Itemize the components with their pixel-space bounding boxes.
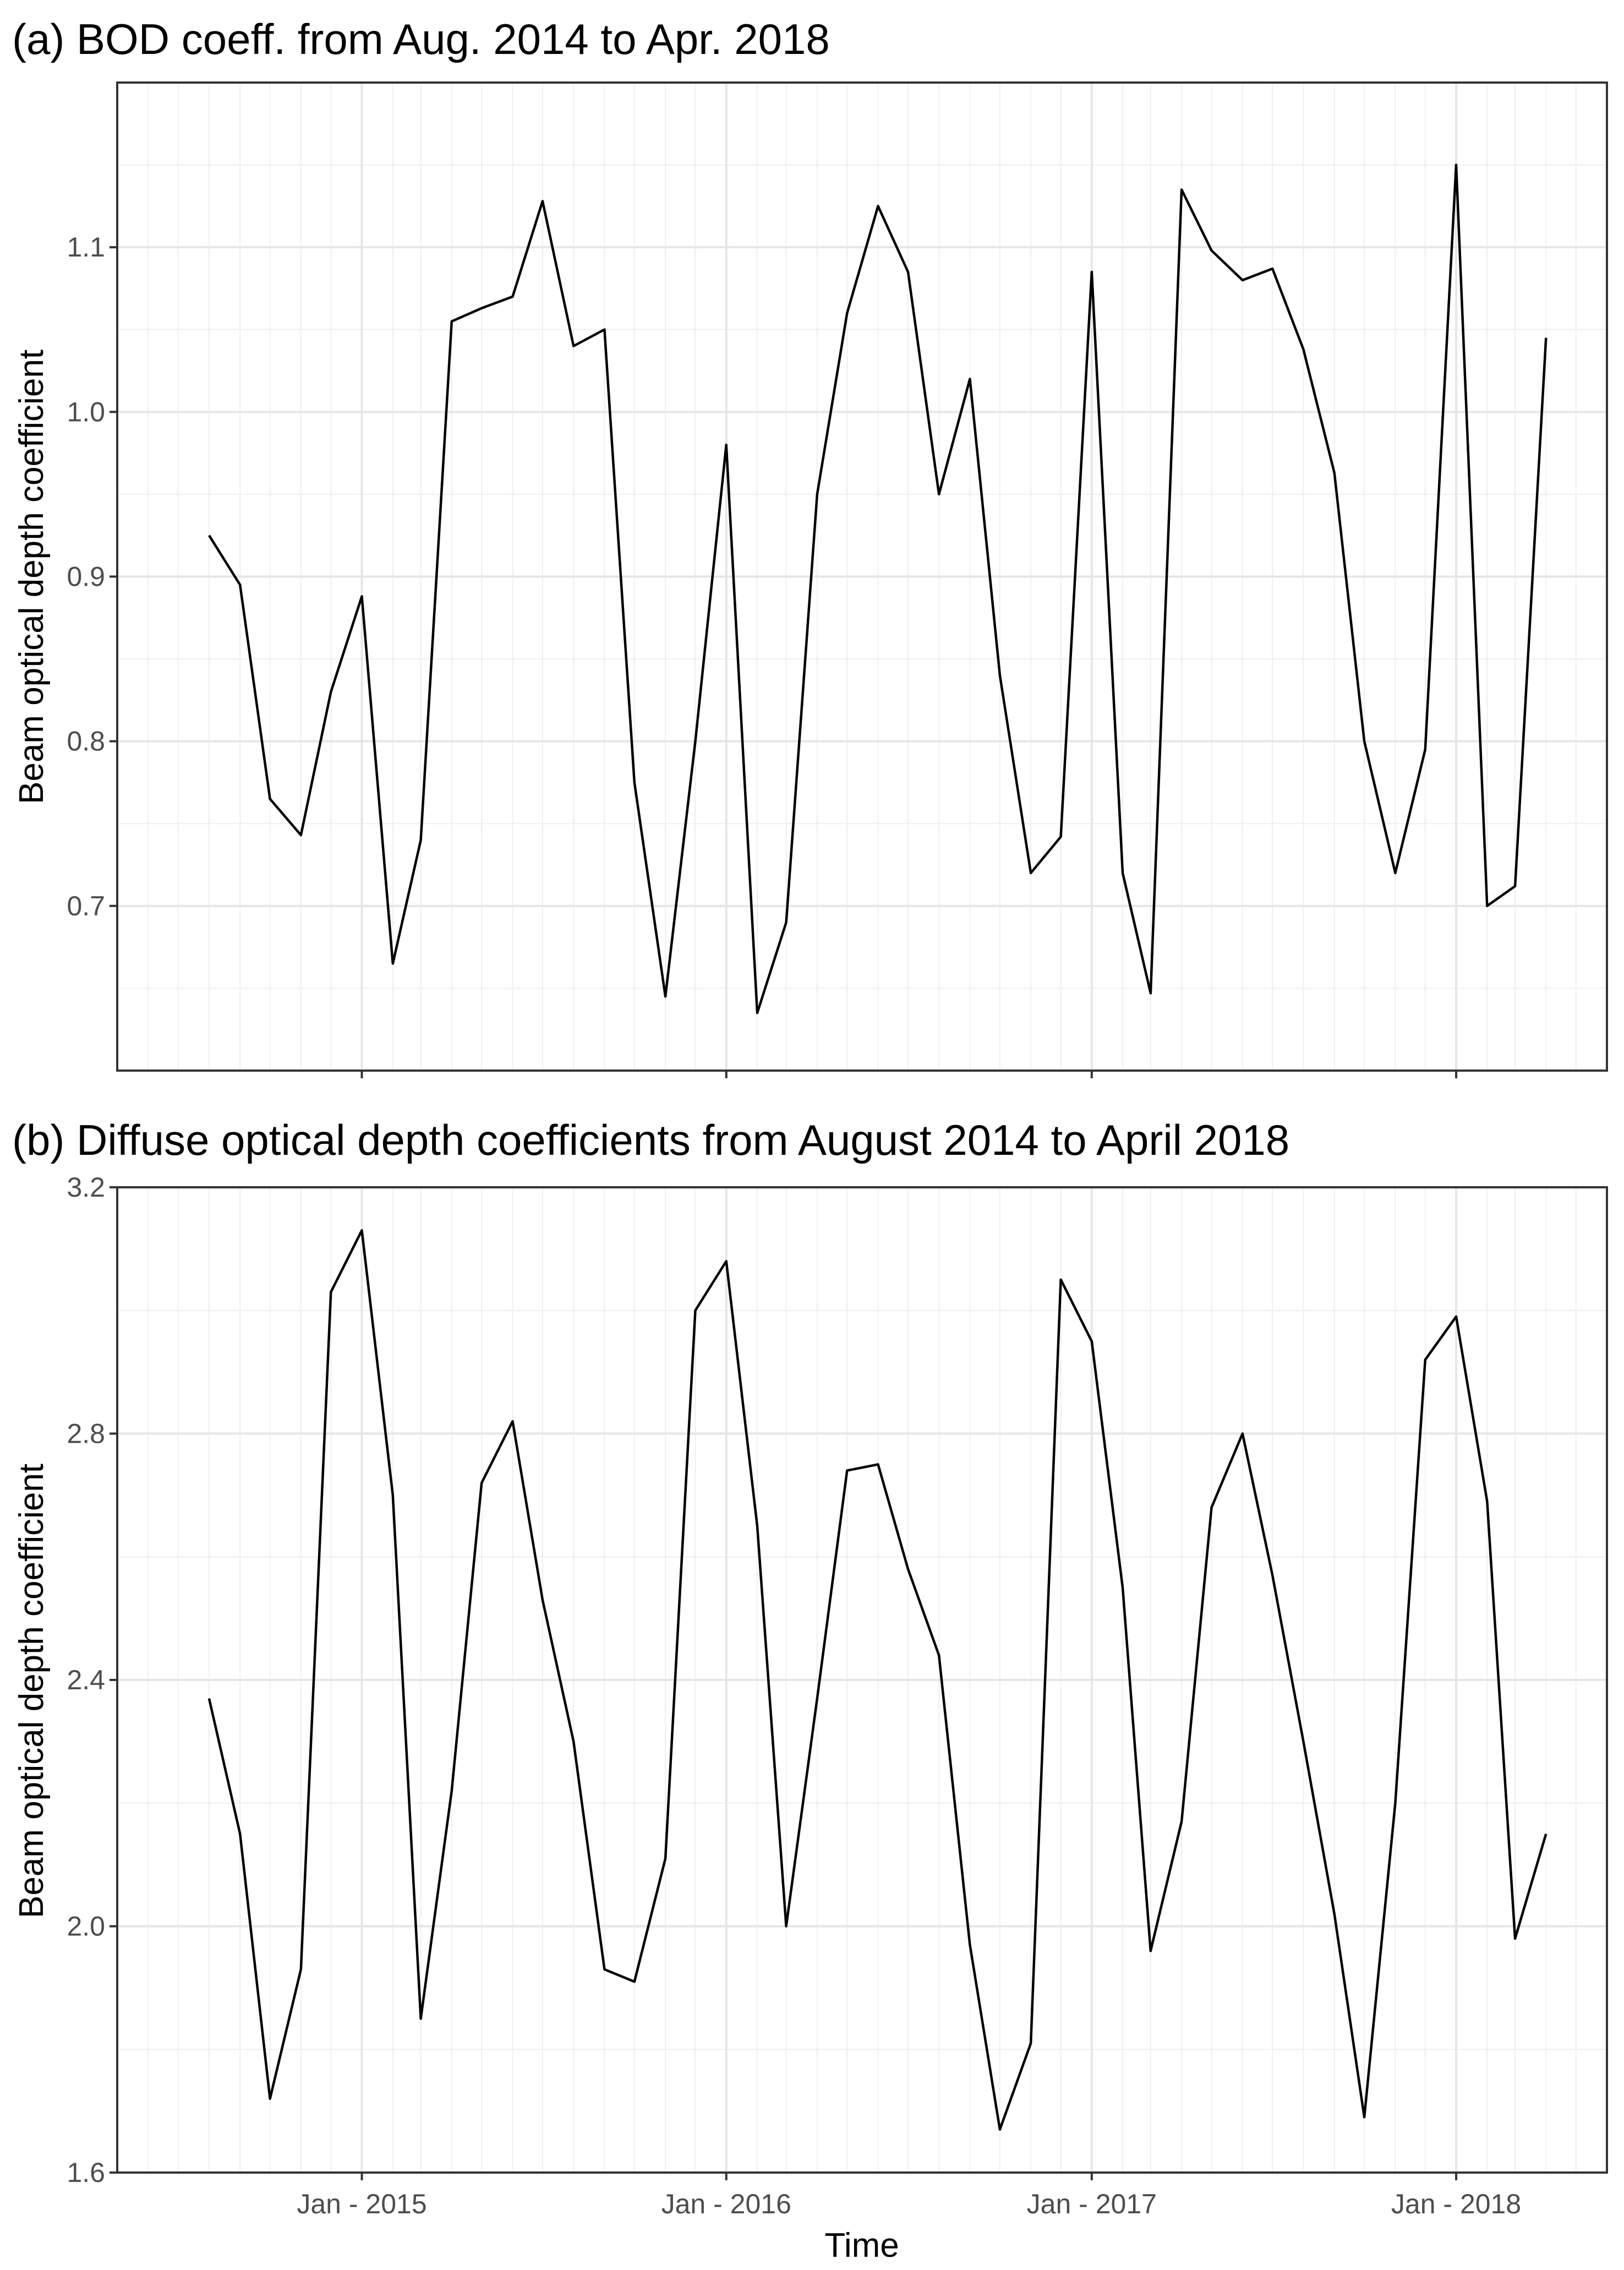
panel-b-series-layer [207,1229,1548,2131]
panel-a-y-tick-label: 1.0 [67,396,105,427]
panel-b-y-tick-label: 1.6 [67,2157,105,2188]
panel-b-x-tick-label: Jan - 2017 [1027,2189,1157,2219]
panel-a-ylabel: Beam optical depth coefficient [13,350,51,804]
panel-a-y-tick-label: 0.9 [67,561,105,592]
panel-b-ylabel: Beam optical depth coefficient [13,1464,51,1918]
panel-b-x-tick-label: Jan - 2015 [297,2189,426,2219]
panel-b-series-line [207,1229,1548,2131]
panel-a-y-tick-label: 0.7 [67,891,105,921]
panel-a-series-line [207,163,1548,1014]
panel-b-axes: 1.6 2.0 2.4 2.8 3.2 Jan - 2015 Jan - 2016 Jan -… [67,1172,1608,2219]
panel-a-y-tick-label: 0.8 [67,726,105,757]
panel-b-y-tick-label: 2.8 [67,1418,105,1449]
panel-a-title: (a) BOD coeff. from Aug. 2014 to Apr. 20… [12,15,830,63]
panel-b-y-tick-label: 2.0 [67,1911,105,1942]
panel-b-title: (b) Diffuse optical depth coefficients f… [12,1116,1289,1164]
panel-a-y-tick-label: 1.1 [67,232,105,263]
panel-a: (a) BOD coeff. from Aug. 2014 to Apr. 20… [12,15,1608,1078]
panel-a-series-layer [207,163,1548,1014]
panel-b-y-tick-label: 2.4 [67,1665,105,1695]
panel-b-grid [117,1186,1607,2174]
panel-b-x-tick-label: Jan - 2016 [661,2189,791,2219]
panel-a-grid [117,83,1607,1071]
panel-b-y-tick-label: 3.2 [67,1172,105,1203]
panel-a-axes: 0.7 0.8 0.9 1.0 1.1 [67,81,1608,1078]
panel-b-xlabel: Time [824,2227,899,2264]
panel-b-x-tick-label: Jan - 2018 [1391,2189,1521,2219]
panel-b: (b) Diffuse optical depth coefficients f… [12,1116,1608,2264]
